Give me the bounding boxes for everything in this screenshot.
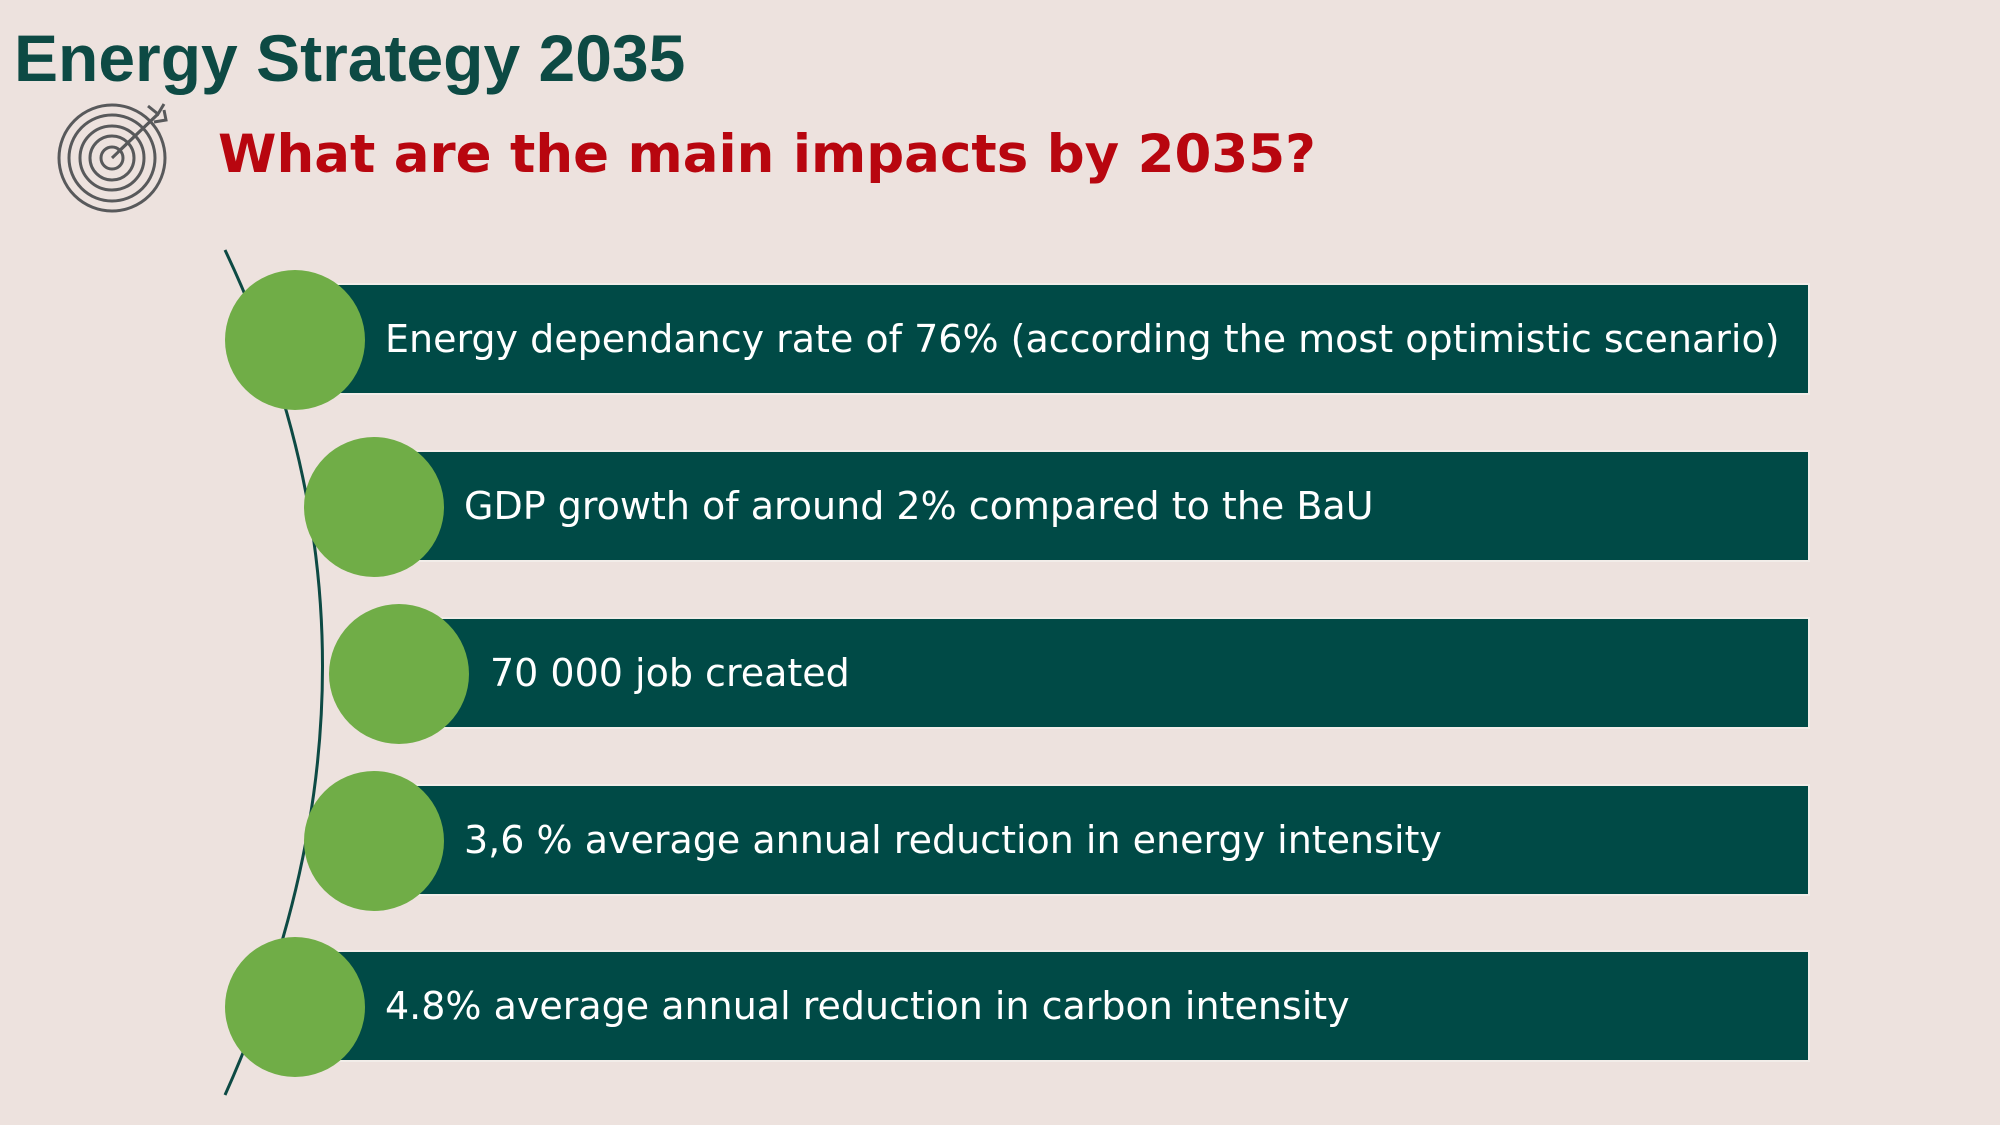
impact-bar: 3,6 % average annual reduction in energy… [410,784,1810,896]
impact-marker [304,437,444,577]
impact-label: 3,6 % average annual reduction in energy… [464,818,1442,862]
impact-marker [225,937,365,1077]
impact-bar: 70 000 job created [434,617,1810,729]
impact-label: 4.8% average annual reduction in carbon … [385,984,1350,1028]
impact-bar: GDP growth of around 2% compared to the … [410,450,1810,562]
target-icon [57,103,168,213]
page-title: Energy Strategy 2035 [14,21,686,95]
page-subtitle: What are the main impacts by 2035? [218,124,1316,185]
impact-label: 70 000 job created [490,651,850,695]
impact-label: GDP growth of around 2% compared to the … [464,484,1374,528]
impact-bar: 4.8% average annual reduction in carbon … [330,950,1810,1062]
impact-label: Energy dependancy rate of 76% (according… [385,317,1780,361]
impact-marker [329,604,469,744]
impact-bar: Energy dependancy rate of 76% (according… [330,283,1810,395]
impact-marker [225,270,365,410]
impact-marker [304,771,444,911]
